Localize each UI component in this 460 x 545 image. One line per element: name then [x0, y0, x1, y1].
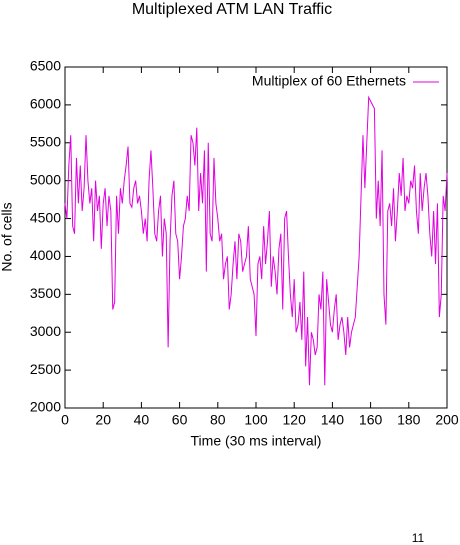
x-tick-label: 40 [134, 412, 150, 428]
x-tick-label: 80 [210, 412, 226, 428]
page-number: 11 [412, 531, 425, 545]
x-axis-label: Time (30 ms interval) [191, 433, 322, 449]
x-tick-label: 60 [172, 412, 188, 428]
y-axis-label: No. of cells [0, 202, 15, 271]
x-tick-label: 100 [244, 412, 268, 428]
x-tick-label: 20 [95, 412, 111, 428]
y-tick-label: 4000 [30, 247, 61, 263]
plot-frame [64, 66, 448, 409]
y-tick-label: 5000 [30, 171, 61, 187]
x-tick-label: 0 [61, 412, 69, 428]
y-tick-label: 3500 [30, 285, 61, 301]
y-tick-label: 3000 [30, 323, 61, 339]
y-tick-label: 6500 [30, 58, 61, 74]
chart-title: Multiplexed ATM LAN Traffic [132, 1, 332, 18]
y-tick-label: 2000 [30, 399, 61, 415]
x-tick-label: 180 [397, 412, 421, 428]
y-tick-label: 2500 [30, 361, 61, 377]
legend-label: Multiplex of 60 Ethernets [252, 73, 406, 89]
y-tick-label: 6000 [30, 96, 61, 112]
data-line [64, 95, 448, 386]
x-tick-label: 140 [321, 412, 345, 428]
x-tick-label: 160 [359, 412, 383, 428]
x-tick-label: 200 [435, 412, 459, 428]
x-tick-label: 120 [283, 412, 307, 428]
y-tick-label: 4500 [30, 209, 61, 225]
y-tick-label: 5500 [30, 133, 61, 149]
